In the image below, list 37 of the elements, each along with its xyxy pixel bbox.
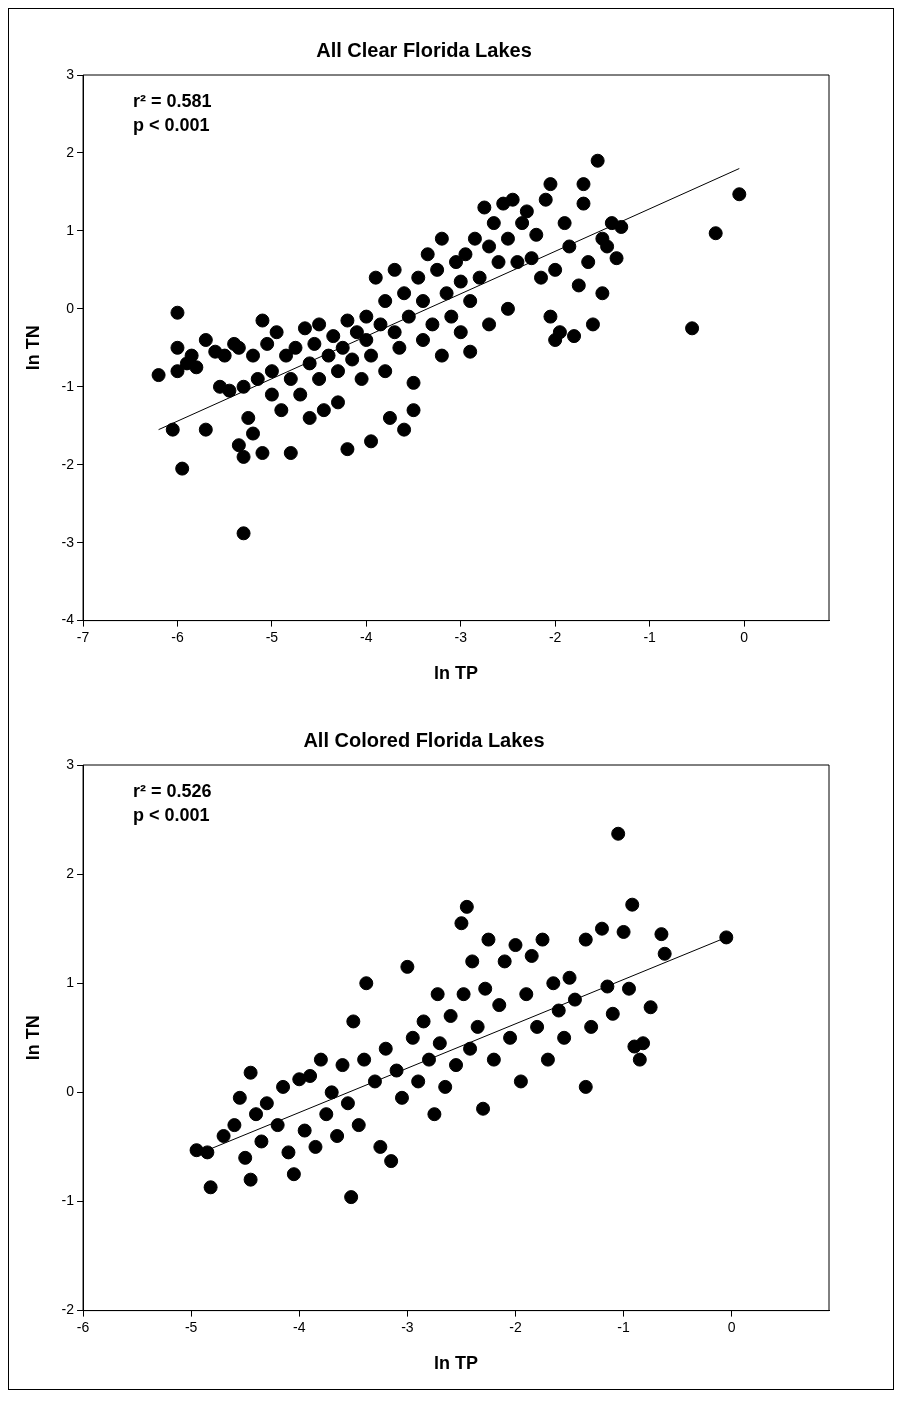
y-tick-label: 2 xyxy=(66,864,75,881)
y-tick-label: 3 xyxy=(66,755,75,772)
y-axis-title: ln TN xyxy=(22,325,43,371)
annotation: p < 0.001 xyxy=(133,114,210,135)
y-tick-label: 3 xyxy=(66,65,75,82)
x-tick-label: 0 xyxy=(727,1318,736,1335)
annotation: r² = 0.581 xyxy=(133,90,212,111)
x-tick-label: -5 xyxy=(184,1318,198,1335)
x-tick-label: -3 xyxy=(454,628,468,645)
y-tick-label: 0 xyxy=(66,1083,75,1100)
x-tick-label: -4 xyxy=(293,1318,306,1335)
chart-title: All Clear Florida Lakes xyxy=(316,38,532,61)
y-tick-label: 0 xyxy=(66,299,75,316)
y-tick-label: -2 xyxy=(61,455,75,472)
y-tick-label: 2 xyxy=(66,143,75,160)
x-tick-label: -3 xyxy=(401,1318,414,1335)
chart-title: All Colored Florida Lakes xyxy=(303,728,545,751)
x-tick-label: -2 xyxy=(548,628,562,645)
x-tick-label: -6 xyxy=(76,1318,90,1335)
x-tick-label: -7 xyxy=(76,628,90,645)
x-tick-label: -1 xyxy=(617,1318,631,1335)
x-tick-label: 0 xyxy=(740,628,749,645)
y-tick-label: -1 xyxy=(61,377,75,394)
y-tick-label: 1 xyxy=(66,221,75,238)
y-tick-label: -4 xyxy=(61,611,75,628)
y-axis-title: ln TN xyxy=(22,1015,43,1061)
annotation: r² = 0.526 xyxy=(133,780,212,801)
y-tick-label: -1 xyxy=(61,1192,75,1209)
y-tick-label: 1 xyxy=(66,974,75,991)
x-tick-label: -1 xyxy=(643,628,657,645)
x-tick-label: -6 xyxy=(171,628,184,645)
x-tick-label: -4 xyxy=(360,628,373,645)
x-tick-label: -5 xyxy=(265,628,279,645)
y-tick-label: -3 xyxy=(61,533,75,550)
x-tick-label: -2 xyxy=(509,1318,522,1335)
y-tick-label: -2 xyxy=(61,1301,75,1318)
annotation: p < 0.001 xyxy=(133,804,210,825)
